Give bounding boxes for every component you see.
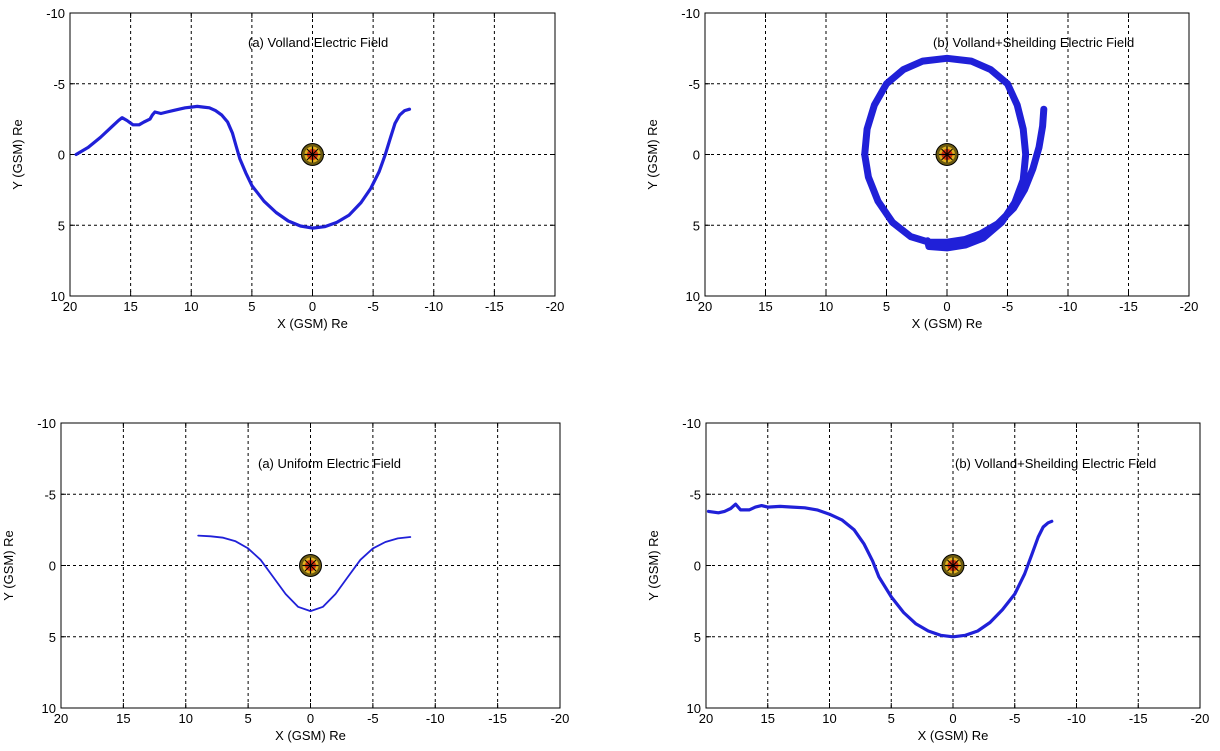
- x-axis-label: X (GSM) Re: [275, 728, 346, 743]
- x-tick-label: 20: [63, 299, 77, 314]
- x-tick-label: -10: [1067, 711, 1086, 726]
- y-tick-label: 0: [693, 148, 700, 163]
- x-tick-label: 5: [883, 299, 890, 314]
- panel-title: (b) Volland+Sheilding Electric Field: [933, 35, 1134, 50]
- x-tick-label: 5: [248, 299, 255, 314]
- y-axis-label: Y (GSM) Re: [645, 119, 660, 190]
- x-tick-label: -20: [546, 299, 565, 314]
- x-tick-label: 0: [949, 711, 956, 726]
- y-tick-label: 5: [693, 218, 700, 233]
- axes-frame: [705, 422, 1201, 709]
- x-tick-label: 0: [307, 711, 314, 726]
- x-tick-label: 10: [179, 711, 193, 726]
- x-tick-label: -20: [1180, 299, 1199, 314]
- x-tick-label: -5: [1009, 711, 1021, 726]
- x-tick-label: 0: [309, 299, 316, 314]
- x-tick-label: 0: [943, 299, 950, 314]
- panel-title: (a) Volland Electric Field: [248, 35, 388, 50]
- y-tick-label: 5: [694, 630, 701, 645]
- x-tick-label: 20: [699, 711, 713, 726]
- grid: [61, 423, 560, 708]
- axes-frame: [69, 12, 556, 297]
- x-tick-label: 15: [761, 711, 775, 726]
- axes-frame: [704, 12, 1190, 297]
- trajectory-line: [861, 54, 1048, 252]
- x-tick-label: 15: [116, 711, 130, 726]
- y-tick-label: -5: [688, 77, 700, 92]
- x-tick-label: -20: [1191, 711, 1210, 726]
- y-tick-label: -5: [44, 487, 56, 502]
- y-axis-label: Y (GSM) Re: [10, 119, 25, 190]
- x-axis-label: X (GSM) Re: [918, 728, 989, 743]
- x-tick-label: -15: [488, 711, 507, 726]
- x-tick-label: -10: [426, 711, 445, 726]
- y-axis-label: Y (GSM) Re: [646, 530, 661, 601]
- trajectory-line: [74, 104, 412, 230]
- panel-title: (b) Volland+Sheilding Electric Field: [955, 456, 1156, 471]
- y-axis-label: Y (GSM) Re: [1, 530, 16, 601]
- x-tick-label: 15: [123, 299, 137, 314]
- y-tick-label: 5: [49, 630, 56, 645]
- x-tick-label: -15: [1119, 299, 1138, 314]
- x-tick-label: -10: [424, 299, 443, 314]
- panel-1: 20 15 10 5 0 -5 -10 -15 -20 -10 -5 0 5 10 X (GSM) Re Y …: [10, 6, 564, 331]
- panel-2: 20 15 10 5 0 -5 -10 -15 -20 -10 -5 0 5 10 X (GSM) Re Y …: [645, 6, 1198, 331]
- earth-marker: [301, 143, 324, 166]
- x-tick-label: 20: [698, 299, 712, 314]
- trajectory-line: [197, 534, 412, 612]
- x-axis-label: X (GSM) Re: [277, 316, 348, 331]
- y-tick-label: -10: [37, 416, 56, 431]
- panel-4: 20 15 10 5 0 -5 -10 -15 -20 -10 -5 0 5 10 X (GSM) Re Y …: [646, 416, 1209, 743]
- y-tick-label: -10: [681, 6, 700, 21]
- x-tick-label: -5: [367, 299, 379, 314]
- y-tick-label: 10: [51, 289, 65, 304]
- x-tick-label: 15: [758, 299, 772, 314]
- x-tick-label: -20: [551, 711, 570, 726]
- earth-marker: [935, 143, 959, 166]
- x-tick-label: 5: [888, 711, 895, 726]
- y-tick-label: 0: [58, 148, 65, 163]
- y-tick-label: 5: [58, 218, 65, 233]
- grid: [70, 13, 555, 296]
- x-tick-label: 10: [184, 299, 198, 314]
- earth-marker: [941, 554, 965, 577]
- y-tick-label: 10: [687, 701, 701, 716]
- x-tick-label: 5: [245, 711, 252, 726]
- earth-marker: [299, 554, 322, 577]
- y-tick-label: -5: [689, 487, 701, 502]
- y-tick-label: -5: [53, 77, 65, 92]
- x-tick-label: 10: [822, 711, 836, 726]
- y-tick-label: 10: [686, 289, 700, 304]
- x-tick-label: -10: [1059, 299, 1078, 314]
- x-tick-label: -15: [485, 299, 504, 314]
- y-tick-label: -10: [682, 416, 701, 431]
- x-tick-label: 10: [819, 299, 833, 314]
- x-tick-label: -15: [1129, 711, 1148, 726]
- x-tick-label: -5: [1002, 299, 1014, 314]
- axes-frame: [60, 422, 561, 709]
- panel-3: 20 15 10 5 0 -5 -10 -15 -20 -10 -5 0 5 10 X (GSM) Re Y …: [1, 416, 569, 743]
- y-tick-label: 0: [49, 559, 56, 574]
- x-tick-label: -5: [367, 711, 379, 726]
- y-tick-label: -10: [46, 6, 65, 21]
- y-tick-label: 10: [42, 701, 56, 716]
- x-tick-label: 20: [54, 711, 68, 726]
- x-axis-label: X (GSM) Re: [912, 316, 983, 331]
- trajectory-line: [706, 502, 1054, 639]
- panel-title: (a) Uniform Electric Field: [258, 456, 401, 471]
- y-tick-label: 0: [694, 559, 701, 574]
